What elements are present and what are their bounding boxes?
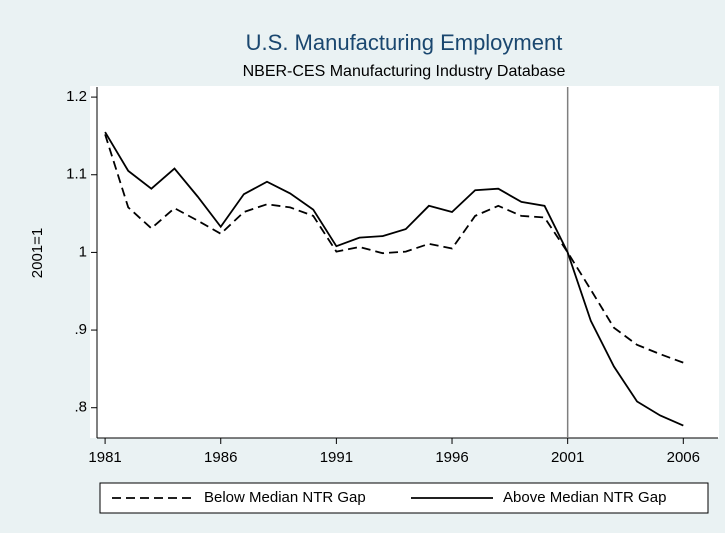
x-tick-label: 1991 bbox=[320, 449, 353, 466]
legend-label: Above Median NTR Gap bbox=[503, 489, 666, 506]
legend-box bbox=[99, 482, 709, 514]
legend-label: Below Median NTR Gap bbox=[204, 489, 366, 506]
y-axis-label: 2001=1 bbox=[29, 228, 46, 278]
x-tick-label: 1996 bbox=[435, 449, 468, 466]
series-line bbox=[104, 131, 684, 427]
plot-area bbox=[90, 86, 719, 438]
y-tick-label: 1 bbox=[79, 243, 87, 260]
chart-subtitle: NBER-CES Manufacturing Industry Database bbox=[243, 63, 566, 80]
x-tick-label: 2006 bbox=[667, 449, 700, 466]
chart-title: U.S. Manufacturing Employment bbox=[246, 30, 563, 55]
y-tick-label: .8 bbox=[74, 399, 87, 416]
y-tick-label: 1.1 bbox=[66, 166, 87, 183]
y-tick-label: 1.2 bbox=[66, 88, 87, 105]
y-tick-label: .9 bbox=[74, 321, 87, 338]
x-tick-label: 1981 bbox=[88, 449, 121, 466]
x-tick-label: 2001 bbox=[551, 449, 584, 466]
x-tick-label: 1986 bbox=[204, 449, 237, 466]
series-line bbox=[104, 134, 684, 364]
